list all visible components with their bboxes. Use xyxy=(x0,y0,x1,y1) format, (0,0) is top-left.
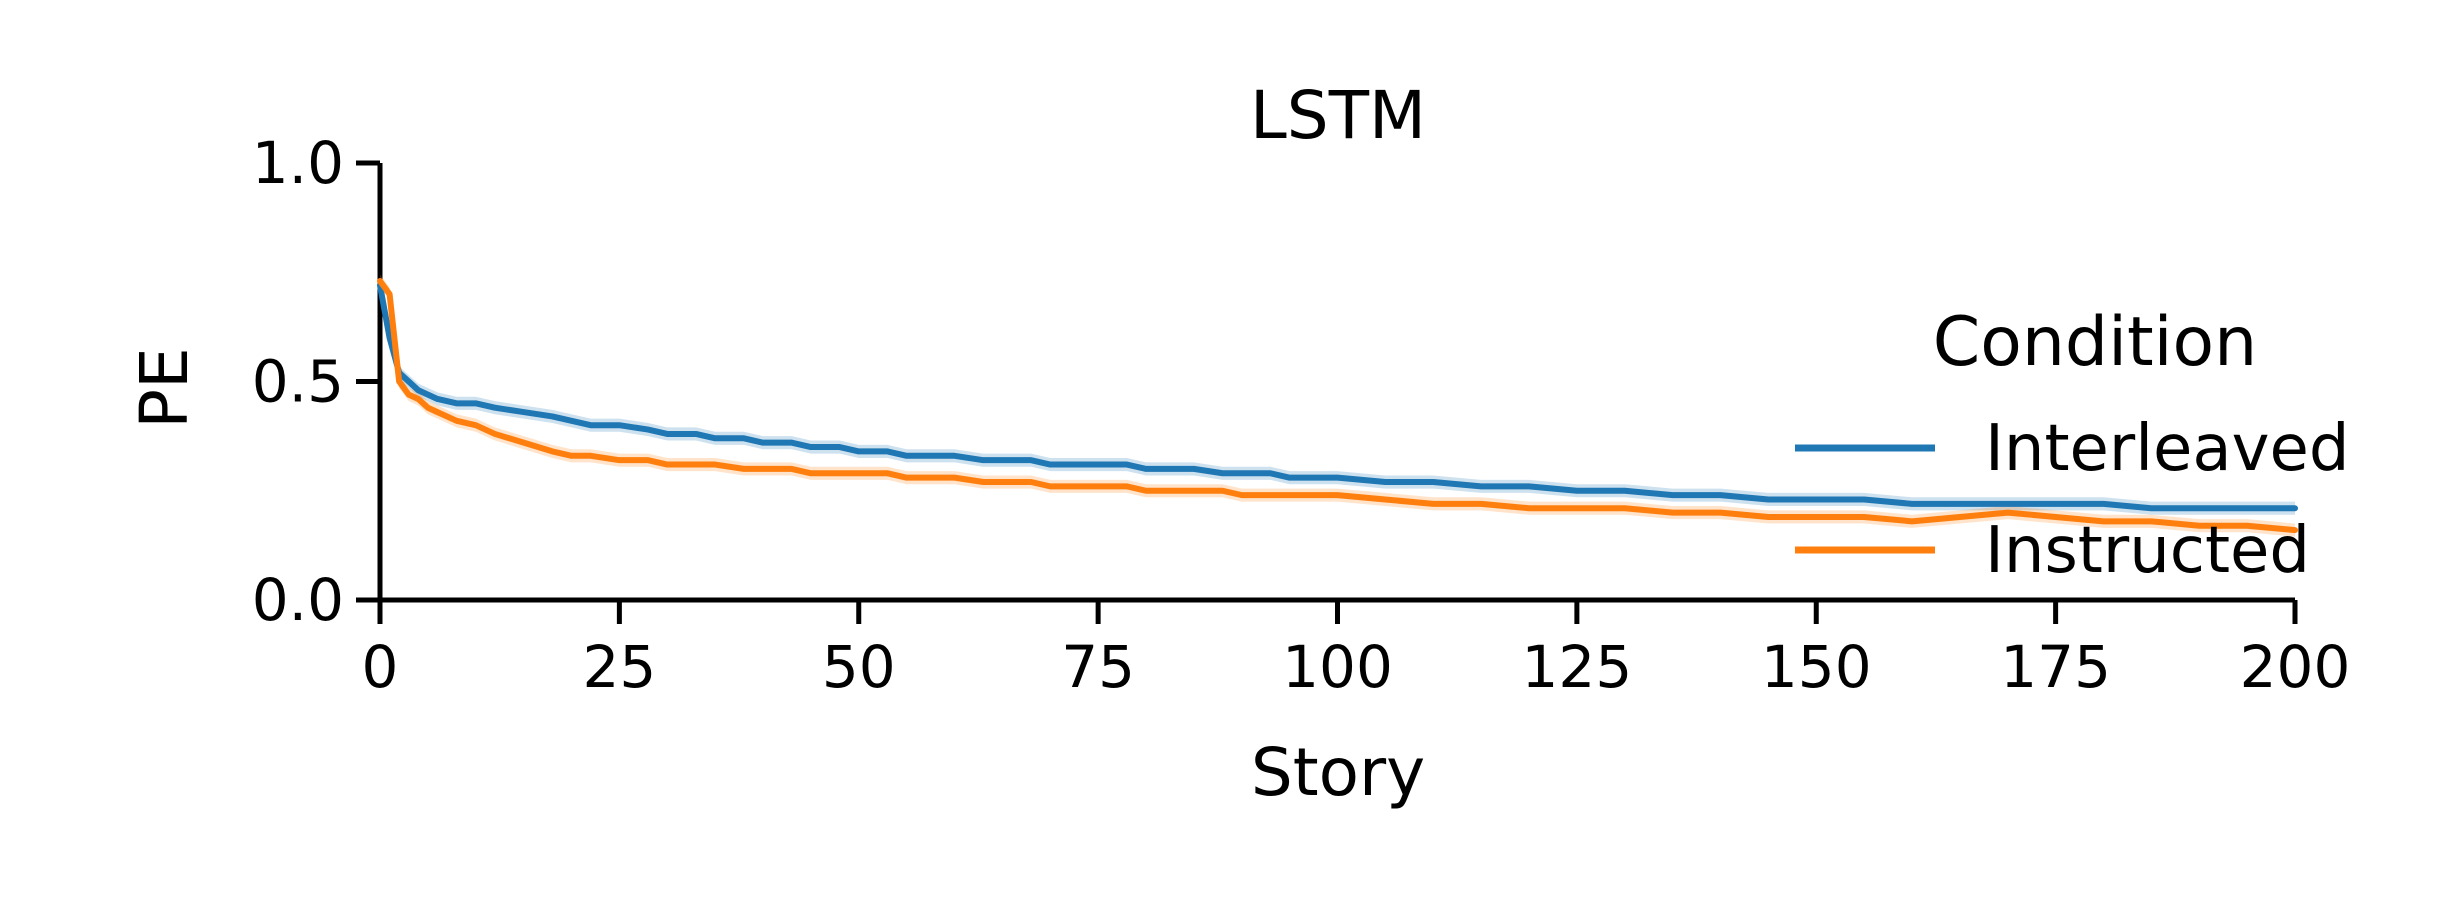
series-lines xyxy=(377,277,2298,534)
x-axis: 0 25 50 75 100 125 150 175 200 xyxy=(362,597,2351,701)
x-tick-label: 125 xyxy=(1522,633,1633,701)
y-tick-label: 0.0 xyxy=(252,566,344,634)
chart-title: LSTM xyxy=(1250,77,1426,154)
x-tick-label: 75 xyxy=(1061,633,1135,701)
x-axis-title: Story xyxy=(1251,734,1425,811)
x-tick-label: 25 xyxy=(582,633,656,701)
legend: Condition Interleaved Instructed xyxy=(1795,303,2349,588)
legend-title: Condition xyxy=(1933,303,2258,382)
x-tick-label: 0 xyxy=(362,633,399,701)
series-band-interleaved xyxy=(380,278,2295,515)
y-tick-label: 1.0 xyxy=(252,129,344,197)
legend-label-instructed: Instructed xyxy=(1985,514,2310,588)
legend-label-interleaved: Interleaved xyxy=(1985,412,2349,486)
x-tick-label: 200 xyxy=(2240,633,2351,701)
x-tick-label: 150 xyxy=(1761,633,1872,701)
x-tick-label: 100 xyxy=(1282,633,1393,701)
x-tick-label: 175 xyxy=(2000,633,2111,701)
x-tick-label: 50 xyxy=(822,633,896,701)
y-tick-label: 0.5 xyxy=(252,348,344,416)
y-axis-title: PE xyxy=(126,347,203,429)
y-axis: 0.0 0.5 1.0 xyxy=(252,129,383,634)
